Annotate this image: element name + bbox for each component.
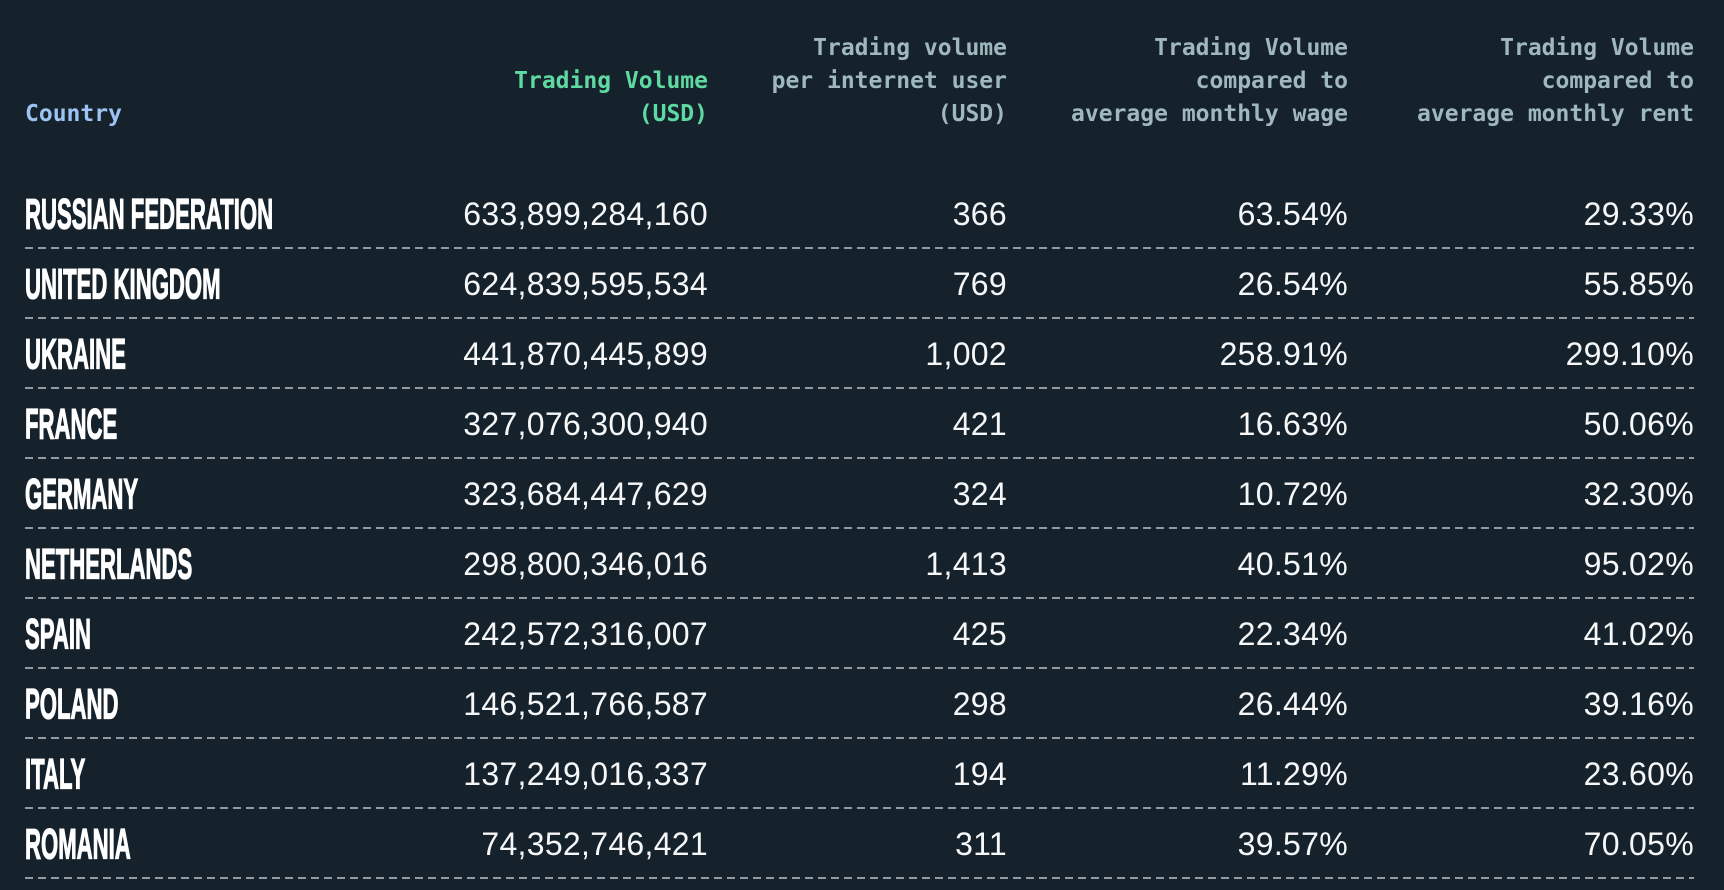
vs-wage-cell: 11.29% xyxy=(1240,755,1348,792)
per-user-cell: 425 xyxy=(952,615,1007,652)
trading-volume-cell: 242,572,316,007 xyxy=(463,615,708,652)
per-user-cell: 298 xyxy=(952,685,1007,722)
table-row: Italy 137,249,016,337 194 11.29% 23.60% xyxy=(25,739,1694,809)
table-row: Russian Federation 633,899,284,160 366 6… xyxy=(25,179,1694,249)
per-user-cell: 194 xyxy=(952,755,1007,792)
trading-volume-cell: 624,839,595,534 xyxy=(463,265,708,302)
table-body: Russian Federation 633,899,284,160 366 6… xyxy=(25,179,1694,879)
country-name: Germany xyxy=(25,469,139,518)
per-user-cell: 421 xyxy=(952,405,1007,442)
vs-wage-cell: 16.63% xyxy=(1237,405,1348,442)
table-row: Poland 146,521,766,587 298 26.44% 39.16% xyxy=(25,669,1694,739)
col-header-country: Country xyxy=(25,32,385,131)
per-user-cell: 324 xyxy=(952,475,1007,512)
table-row: Germany 323,684,447,629 324 10.72% 32.30… xyxy=(25,459,1694,529)
country-name: Spain xyxy=(25,609,92,658)
per-user-cell: 1,002 xyxy=(925,335,1007,372)
trading-volume-cell: 633,899,284,160 xyxy=(463,195,708,232)
country-name: Italy xyxy=(25,749,86,798)
vs-wage-cell: 26.54% xyxy=(1237,265,1348,302)
per-user-cell: 311 xyxy=(955,825,1007,862)
table-row: United Kingdom 624,839,595,534 769 26.54… xyxy=(25,249,1694,319)
country-cell: Romania xyxy=(25,819,385,868)
country-name: Poland xyxy=(25,679,119,728)
vs-rent-cell: 55.85% xyxy=(1583,265,1694,302)
per-user-cell: 769 xyxy=(952,265,1007,302)
vs-wage-cell: 26.44% xyxy=(1237,685,1348,722)
vs-rent-cell: 95.02% xyxy=(1583,545,1694,582)
country-name: France xyxy=(25,399,118,448)
country-cell: France xyxy=(25,399,385,448)
col-header-vs-monthly-rent: Trading Volume compared to average month… xyxy=(1417,35,1694,127)
country-name: Romania xyxy=(25,819,131,868)
country-cell: Italy xyxy=(25,749,385,798)
vs-wage-cell: 10.72% xyxy=(1237,475,1348,512)
country-cell: Spain xyxy=(25,609,385,658)
trading-volume-cell: 298,800,346,016 xyxy=(463,545,708,582)
trading-volume-cell: 146,521,766,587 xyxy=(463,685,708,722)
country-name: Ukraine xyxy=(25,329,127,378)
country-cell: Germany xyxy=(25,469,385,518)
trading-volume-cell: 327,076,300,940 xyxy=(463,405,708,442)
table-row: Netherlands 298,800,346,016 1,413 40.51%… xyxy=(25,529,1694,599)
col-header-country-label: Country xyxy=(25,101,122,127)
per-user-cell: 366 xyxy=(952,195,1007,232)
trading-volume-cell: 441,870,445,899 xyxy=(463,335,708,372)
table-row: Romania 74,352,746,421 311 39.57% 70.05% xyxy=(25,809,1694,879)
trading-volume-cell: 323,684,447,629 xyxy=(463,475,708,512)
country-cell: Netherlands xyxy=(25,539,385,588)
country-cell: United Kingdom xyxy=(25,259,385,308)
col-header-per-internet-user: Trading volume per internet user (USD) xyxy=(771,35,1007,127)
per-user-cell: 1,413 xyxy=(925,545,1007,582)
table-row: Ukraine 441,870,445,899 1,002 258.91% 29… xyxy=(25,319,1694,389)
vs-wage-cell: 39.57% xyxy=(1237,825,1348,862)
table-header: Country Trading Volume (USD) Trading vol… xyxy=(25,32,1694,131)
table-row: France 327,076,300,940 421 16.63% 50.06% xyxy=(25,389,1694,459)
country-cell: Russian Federation xyxy=(25,189,385,238)
country-cell: Ukraine xyxy=(25,329,385,378)
vs-rent-cell: 32.30% xyxy=(1583,475,1694,512)
country-name: Netherlands xyxy=(25,539,193,588)
vs-wage-cell: 40.51% xyxy=(1237,545,1348,582)
trading-volume-cell: 137,249,016,337 xyxy=(463,755,708,792)
vs-rent-cell: 29.33% xyxy=(1583,195,1694,232)
table-row: Spain 242,572,316,007 425 22.34% 41.02% xyxy=(25,599,1694,669)
vs-rent-cell: 70.05% xyxy=(1583,825,1694,862)
col-header-vs-monthly-wage: Trading Volume compared to average month… xyxy=(1071,35,1348,127)
vs-rent-cell: 23.60% xyxy=(1583,755,1694,792)
vs-rent-cell: 50.06% xyxy=(1583,405,1694,442)
vs-wage-cell: 63.54% xyxy=(1237,195,1348,232)
vs-wage-cell: 258.91% xyxy=(1219,335,1348,372)
vs-wage-cell: 22.34% xyxy=(1237,615,1348,652)
vs-rent-cell: 39.16% xyxy=(1583,685,1694,722)
vs-rent-cell: 299.10% xyxy=(1565,335,1694,372)
vs-rent-cell: 41.02% xyxy=(1583,615,1694,652)
country-name: Russian Federation xyxy=(25,189,274,238)
country-cell: Poland xyxy=(25,679,385,728)
col-header-trading-volume: Trading Volume (USD) xyxy=(514,68,708,127)
country-name: United Kingdom xyxy=(25,259,221,308)
trading-volume-cell: 74,352,746,421 xyxy=(481,825,708,862)
